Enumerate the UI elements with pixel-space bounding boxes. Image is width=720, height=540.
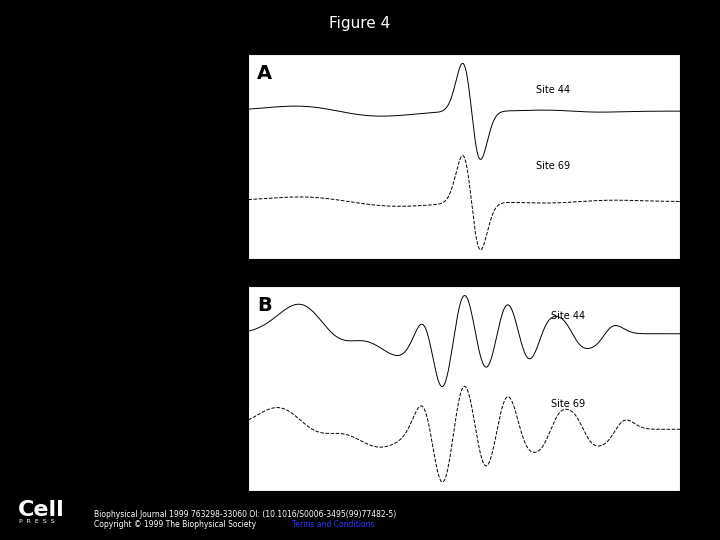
Text: B: B [257,296,271,315]
Text: Biophysical Journal 1999 763298-33060 OI: (10.1016/S0006-3495(99)77482-5): Biophysical Journal 1999 763298-33060 OI… [94,510,396,519]
X-axis label: Field (kG): Field (kG) [438,515,491,525]
Text: A: A [257,64,272,83]
X-axis label: Field (G): Field (G) [441,283,487,293]
Text: Site 44: Site 44 [536,85,570,95]
Text: Copyright © 1999 The Biophysical Society: Copyright © 1999 The Biophysical Society [94,520,258,529]
Text: Figure 4: Figure 4 [329,16,391,31]
Text: Site 69: Site 69 [551,399,585,409]
Text: Cell: Cell [18,500,65,519]
Text: Site 69: Site 69 [536,161,570,171]
Text: P  R  E  S  S: P R E S S [19,519,55,524]
Text: Site 44: Site 44 [551,310,585,321]
Text: Terms and Conditions: Terms and Conditions [292,520,374,529]
